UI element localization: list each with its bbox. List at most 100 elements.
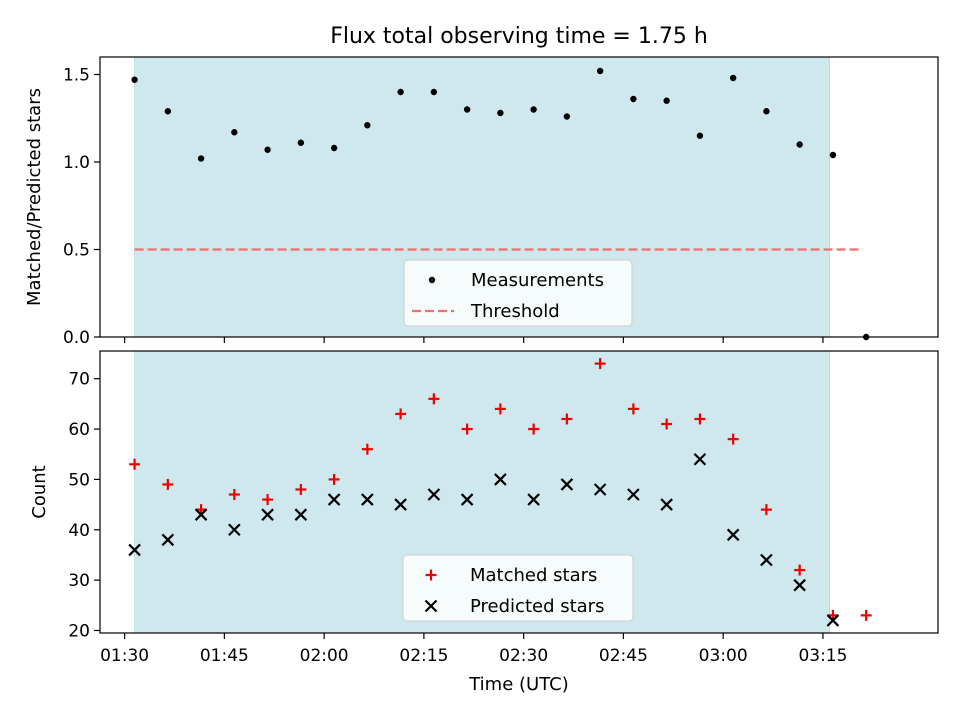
predicted-marker-b [726,528,740,542]
matched-star-point [760,504,772,516]
predicted-marker-b [760,553,773,567]
matched-star-point [129,458,141,470]
matched-star-point [328,473,340,485]
x-tick-label: 02:00 [300,646,349,666]
legend-predicted-marker-b [424,599,438,613]
predicted-marker-b [660,498,673,511]
predicted-marker-b [294,508,308,521]
matched-star-point [262,494,274,506]
predicted-star-point [460,493,474,506]
top-y-tick-label: 0.0 [63,328,90,348]
measurement-point [397,88,404,96]
bottom-y-tick-label: 50 [68,470,90,490]
measurement-point [497,109,504,117]
predicted-marker-b [460,493,474,506]
legend-label: Measurements [471,270,604,291]
matched-star-point [561,413,573,425]
matched-star-point [395,408,407,420]
predicted-star-point [527,493,540,506]
predicted-star-point [427,488,441,501]
predicted-marker-b [693,452,707,466]
predicted-star-point [627,488,640,501]
predicted-star-point [560,478,574,491]
predicted-marker-b [394,498,407,511]
matched-star-point [627,403,639,415]
matched-star-point [461,423,473,435]
measurement-point [563,113,571,120]
measurement-point [729,74,737,82]
measurement-point [164,108,172,115]
matched-star-point [694,413,706,425]
measurement-point [231,129,238,136]
predicted-star-point [161,533,175,547]
predicted-marker-b [327,493,341,506]
x-tick-label: 01:45 [200,646,249,666]
predicted-marker-b [194,508,208,521]
x-tick-label: 02:30 [499,646,548,666]
predicted-marker-b [627,488,640,501]
predicted-star-point [394,498,407,511]
predicted-star-point [793,578,806,592]
matched-star-point [361,443,373,455]
matched-star-point [162,478,174,490]
top-plot-frame [99,56,939,338]
measurement-point [297,139,305,146]
measurement-point [330,144,338,152]
predicted-star-point [327,493,341,506]
legend-box [403,259,633,327]
measurement-point [197,155,205,162]
top-y-axis-label: Matched/Predicted stars [24,88,45,306]
predicted-marker-b [228,523,241,537]
predicted-marker-b [826,614,840,627]
predicted-marker-b [593,483,607,496]
predicted-marker-b [527,493,540,506]
matched-star-point [295,483,307,495]
predicted-star-point [261,508,274,521]
measurement-point [530,106,537,113]
predicted-marker-b [793,578,806,592]
predicted-star-point [228,523,241,537]
top-y-tick-label: 1.0 [63,153,90,173]
x-tick-label: 02:45 [599,646,648,666]
bottom-panel: 20 30 40 50 60 70 01:30 01:45 02:00 02:15 02:30 02… [29,350,939,695]
bottom-plot-frame [99,350,939,634]
top-panel: 0.0 0.5 1.0 1.5 Matched/Predicted stars Mea… [24,56,939,348]
predicted-marker-b [161,533,175,547]
measurement-point [264,146,271,153]
matched-star-point [494,403,506,415]
legend-label: Matched stars [470,565,597,586]
legend-label: Threshold [470,301,560,322]
legend-box [402,554,634,622]
predicted-star-point [128,543,141,557]
predicted-star-point [194,508,208,521]
measurement-point [364,122,371,129]
predicted-marker-b [361,493,374,506]
chart-title: Flux total observing time = 1.75 h [330,24,708,49]
x-tick-label: 03:15 [798,646,847,666]
bottom-legend: Matched stars Predicted stars [402,554,634,622]
bottom-y-tick-label: 30 [68,571,90,591]
measurement-point [696,132,704,139]
matched-star-point [794,564,806,576]
matched-star-point [860,609,872,621]
predicted-star-point [660,498,673,511]
bottom-y-tick-label: 40 [68,521,90,541]
legend-label: Predicted stars [470,596,604,617]
bottom-y-tick-label: 70 [68,370,90,390]
predicted-marker-b [261,508,274,521]
predicted-star-point [494,473,507,486]
predicted-marker-b [128,543,141,557]
predicted-star-point [693,452,707,466]
predicted-star-point [726,528,740,542]
predicted-star-point [294,508,308,521]
matched-star-point [228,489,240,501]
top-y-tick-label: 1.5 [63,66,90,86]
measurement-point [463,106,471,113]
predicted-star-point [593,483,607,496]
predicted-marker-b [560,478,574,491]
top-legend: Measurements Threshold [403,259,633,327]
bottom-y-tick-label: 20 [68,621,90,641]
measurement-point [430,88,438,96]
matched-star-point [528,423,540,435]
